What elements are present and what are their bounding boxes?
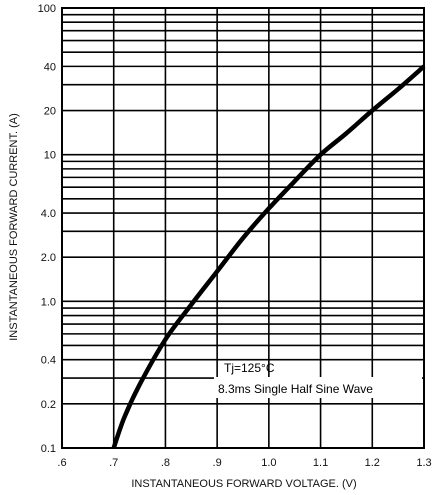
annotation-temperature: Tj=125°C (224, 361, 275, 375)
y-tick-label: 20 (44, 106, 56, 118)
x-axis-title: INSTANTANEOUS FORWARD VOLTAGE. (V) (131, 478, 356, 490)
y-tick-label: 40 (44, 61, 56, 73)
y-tick-label: 4.0 (41, 208, 56, 220)
plot-frame (61, 7, 425, 449)
plot-border (61, 7, 425, 449)
x-tick-label: .6 (57, 457, 66, 469)
x-tick-label: 1.0 (261, 457, 276, 469)
x-tick-label: 1.1 (313, 457, 328, 469)
y-tick-label: 1.0 (41, 296, 56, 308)
x-tick-label: 1.3 (416, 457, 431, 469)
y-tick-label: 2.0 (41, 252, 56, 264)
y-tick-label: 100 (38, 3, 56, 15)
annotation-waveform: 8.3ms Single Half Sine Wave (218, 382, 373, 396)
grid (62, 8, 424, 448)
y-tick-label: 0.4 (41, 355, 56, 367)
x-tick-label: 1.2 (365, 457, 380, 469)
tick-labels: .6 .7 .8 .9 1.0 1.1 1.2 1.3 0.1 0.2 0.4 1.0 2.0 4.0 10… (38, 3, 432, 469)
y-tick-label: 0.2 (41, 399, 56, 411)
y-tick-label: 0.1 (41, 443, 56, 455)
annotation-layer: Tj=125°C 8.3ms Single Half Sine Wave (214, 361, 422, 398)
forward-current-curve (111, 64, 426, 449)
x-tick-label: .8 (161, 457, 170, 469)
annotation-box (214, 377, 422, 398)
y-tick-label: 10 (44, 150, 56, 162)
x-tick-label: .9 (213, 457, 222, 469)
y-axis-title: INSTANTANEOUS FORWARD CURRENT. (A) (8, 113, 20, 341)
series-layer (111, 64, 426, 449)
x-tick-label: .7 (109, 457, 118, 469)
